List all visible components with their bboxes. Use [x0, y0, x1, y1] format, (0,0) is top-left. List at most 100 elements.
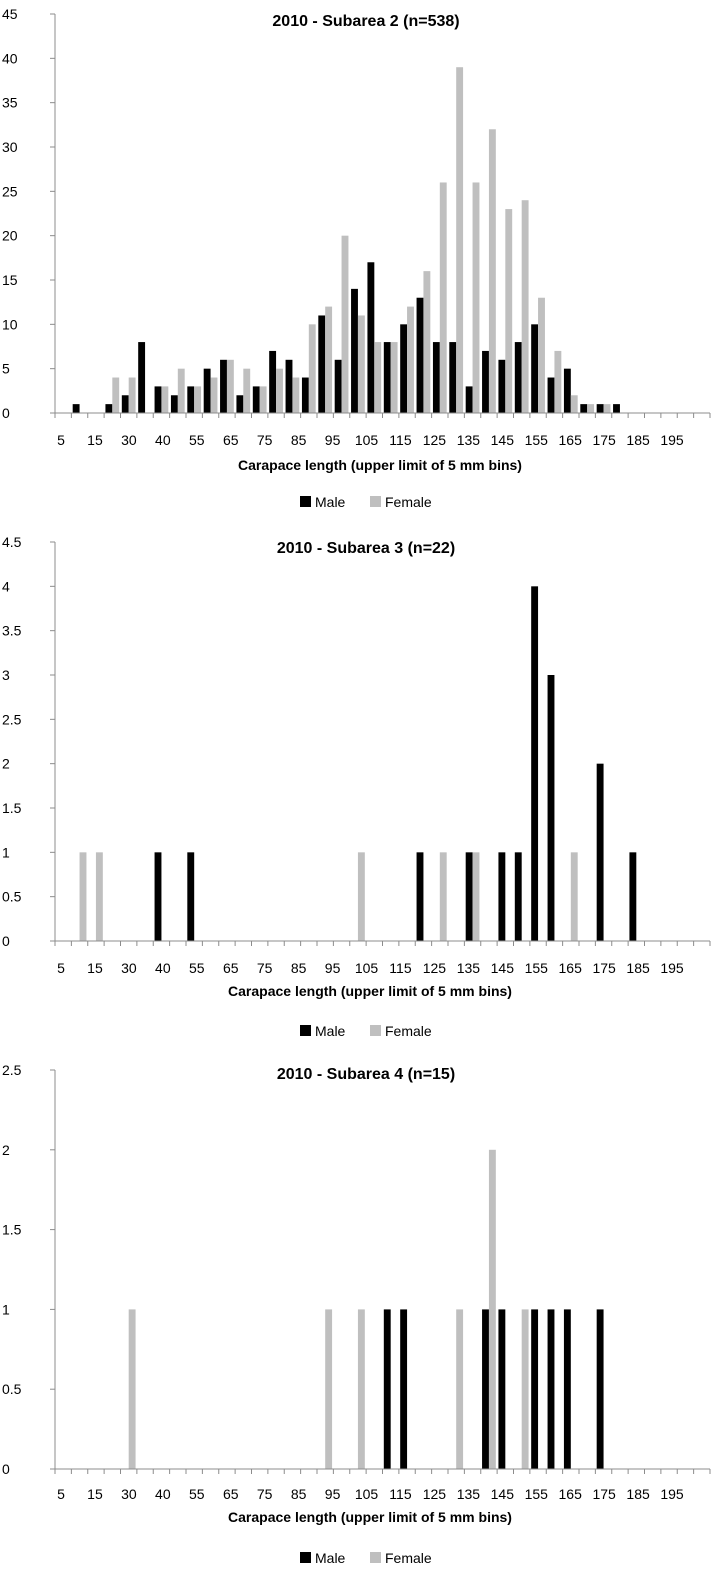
legend-label-female: Female: [385, 1023, 432, 1039]
bar-female-165: [587, 404, 595, 413]
legend-label-male: Male: [315, 1550, 346, 1566]
bar-female-100: [374, 342, 382, 413]
x-tick-label: 135: [457, 960, 481, 976]
chart-title: 2010 - Subarea 3 (n=22): [277, 540, 455, 557]
x-tick-label: 195: [660, 432, 684, 448]
bar-male-150: [531, 586, 539, 941]
x-tick-label: 30: [121, 432, 137, 448]
bar-female-125: [456, 1309, 464, 1469]
x-tick-label: 175: [592, 960, 616, 976]
bar-male-30: [138, 342, 146, 413]
y-tick-label: 2.5: [2, 711, 22, 727]
bar-female-85: [325, 1309, 333, 1469]
bar-female-90: [341, 235, 349, 413]
bar-male-160: [563, 1309, 571, 1469]
bar-male-20: [105, 404, 113, 413]
bar-female-10: [79, 852, 87, 941]
bar-female-140: [505, 209, 513, 413]
y-tick-label: 4: [2, 578, 10, 594]
bar-female-120: [439, 182, 447, 413]
y-tick-label: 4.5: [2, 534, 22, 550]
bar-female-65: [259, 386, 267, 413]
bar-male-105: [383, 342, 391, 413]
bar-female-150: [538, 297, 545, 413]
x-tick-label: 40: [155, 1486, 171, 1502]
x-tick-label: 15: [87, 432, 103, 448]
bar-male-165: [580, 404, 588, 413]
x-tick-label: 125: [423, 1486, 447, 1502]
bar-male-55: [220, 359, 227, 413]
x-tick-label: 40: [155, 432, 171, 448]
bar-male-50: [203, 368, 211, 413]
bar-female-145: [521, 200, 529, 413]
x-tick-label: 135: [457, 1486, 481, 1502]
y-tick-label: 45: [2, 6, 18, 22]
x-tick-label: 195: [660, 960, 684, 976]
bar-male-170: [596, 1309, 604, 1469]
bar-male-25: [121, 395, 129, 413]
x-tick-label: 30: [121, 960, 137, 976]
bar-female-95: [357, 315, 365, 413]
x-tick-label: 145: [491, 960, 515, 976]
x-tick-label: 85: [291, 432, 307, 448]
bar-male-140: [498, 359, 506, 413]
bar-female-155: [554, 350, 562, 413]
bar-female-135: [488, 129, 496, 413]
legend-label-female: Female: [385, 1550, 432, 1566]
legend-swatch-male: [300, 1552, 311, 1563]
x-tick-label: 145: [491, 432, 515, 448]
bar-male-140: [498, 852, 506, 941]
bar-female-55: [226, 359, 234, 413]
bar-male-155: [547, 1309, 555, 1469]
x-tick-label: 175: [592, 1486, 616, 1502]
bar-female-125: [456, 67, 464, 413]
bar-female-105: [390, 342, 398, 413]
x-axis-label: Carapace length (upper limit of 5 mm bin…: [228, 1509, 512, 1525]
bar-female-25: [128, 377, 136, 413]
bar-male-160: [563, 368, 571, 413]
x-tick-label: 105: [355, 960, 379, 976]
y-tick-label: 15: [2, 272, 18, 288]
bar-male-145: [514, 342, 522, 413]
y-tick-label: 20: [2, 228, 18, 244]
y-tick-label: 1: [2, 1301, 10, 1317]
bar-female-135: [488, 1149, 496, 1469]
bar-female-130: [472, 852, 480, 941]
x-tick-label: 65: [223, 432, 239, 448]
x-tick-label: 115: [389, 432, 412, 448]
chart-subarea-2: 2010 - Subarea 2 (n=538) 0 5 10 15 20 25 30 35 4…: [0, 0, 712, 520]
legend-swatch-female: [370, 1552, 381, 1563]
bar-female-45: [194, 386, 202, 413]
x-tick-label: 165: [559, 432, 583, 448]
chart-subarea-3: 2010 - Subarea 3 (n=22) 0 0.5 1 1.5 2 2.5 3 3.5…: [0, 520, 712, 1046]
x-tick-label: 75: [257, 432, 273, 448]
bar-male-175: [613, 404, 620, 413]
x-tick-label: 145: [491, 1486, 515, 1502]
y-tick-label: 30: [2, 139, 18, 155]
bar-male-125: [449, 342, 457, 413]
x-tick-label: 75: [257, 960, 273, 976]
bar-female-85: [325, 306, 333, 413]
x-tick-label: 95: [325, 432, 341, 448]
x-tick-label: 5: [57, 960, 65, 976]
x-tick-label: 40: [155, 960, 171, 976]
bar-female-115: [423, 271, 431, 413]
bar-male-65: [252, 386, 260, 413]
bar-male-140: [498, 1309, 506, 1469]
bar-male-135: [482, 1309, 489, 1469]
bar-male-145: [514, 852, 522, 941]
y-tick-label: 25: [2, 183, 18, 199]
bar-male-115: [416, 297, 424, 413]
legend-swatch-female: [370, 496, 381, 507]
bar-female-160: [570, 852, 578, 941]
bar-male-75: [285, 359, 293, 413]
y-tick-label: 0.5: [2, 1381, 22, 1397]
x-tick-label: 55: [189, 960, 205, 976]
x-tick-label: 165: [559, 1486, 583, 1502]
x-tick-label: 155: [525, 1486, 549, 1502]
x-tick-label: 125: [423, 432, 447, 448]
bar-male-120: [432, 342, 440, 413]
legend-swatch-male: [300, 1025, 311, 1036]
bar-male-90: [334, 359, 342, 413]
bar-male-70: [269, 350, 277, 413]
